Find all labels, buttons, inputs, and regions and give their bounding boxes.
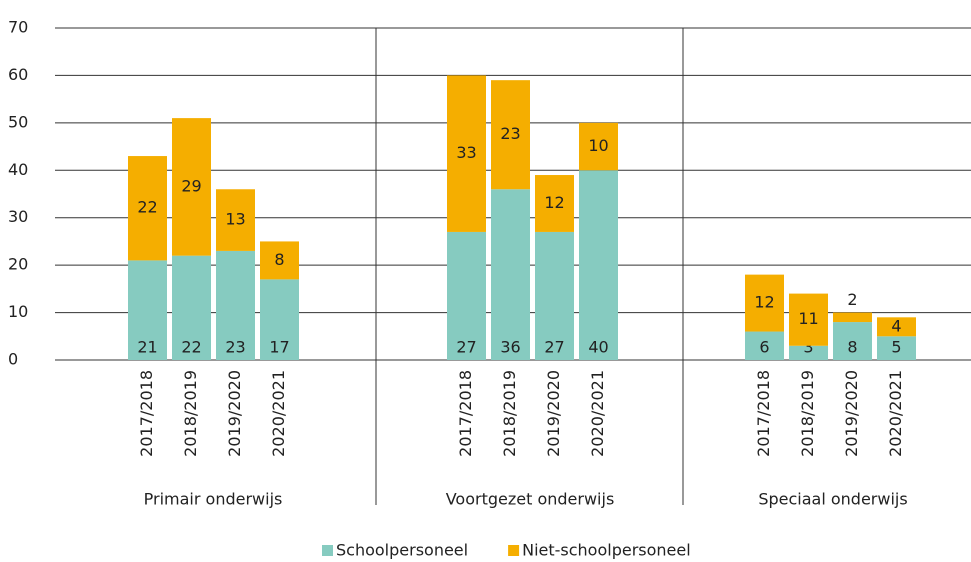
bar-segment <box>172 255 211 360</box>
x-tick-label: 2018/2019 <box>798 370 817 457</box>
bar-segment <box>789 293 828 346</box>
bar-segment <box>491 80 530 190</box>
x-tick-label: 2020/2021 <box>269 370 288 457</box>
y-tick-label: 50 <box>8 112 28 131</box>
data-label: 23 <box>225 338 245 357</box>
legend-swatch <box>508 545 520 556</box>
x-tick-label: 2019/2020 <box>842 370 861 457</box>
group-label: Voortgezet onderwijs <box>446 490 615 509</box>
bar-segment <box>745 331 784 360</box>
data-label: 10 <box>588 136 608 155</box>
data-label: 33 <box>456 143 476 162</box>
bar-segment <box>833 312 872 323</box>
x-tick-label: 2020/2021 <box>886 370 905 457</box>
bar-segment <box>579 170 618 360</box>
bar-segment <box>579 122 618 171</box>
y-tick-label: 60 <box>8 65 28 84</box>
data-label: 27 <box>456 338 476 357</box>
y-tick-label: 30 <box>8 207 28 226</box>
y-tick-label: 0 <box>8 350 18 369</box>
bar-segment <box>260 241 299 280</box>
x-tick-label: 2017/2018 <box>456 370 475 457</box>
bar-segment <box>745 274 784 332</box>
y-tick-label: 10 <box>8 302 28 321</box>
x-tick-label: 2018/2019 <box>500 370 519 457</box>
data-label: 2 <box>847 290 857 309</box>
data-label: 12 <box>544 193 564 212</box>
data-label: 29 <box>181 176 201 195</box>
legend-label: Schoolpersoneel <box>336 541 468 560</box>
data-label: 23 <box>500 124 520 143</box>
data-label: 12 <box>754 293 774 312</box>
bar-segment <box>260 279 299 360</box>
group-label: Speciaal onderwijs <box>758 490 907 509</box>
bar-segment <box>172 118 211 256</box>
bar-segment <box>128 260 167 360</box>
data-label: 22 <box>137 198 157 217</box>
data-label: 21 <box>137 338 157 357</box>
data-label: 27 <box>544 338 564 357</box>
bar-segment <box>789 345 828 360</box>
bar-segment <box>216 250 255 360</box>
x-tick-label: 2017/2018 <box>754 370 773 457</box>
bar-segment <box>216 189 255 251</box>
data-label: 17 <box>269 338 289 357</box>
x-tick-label: 2020/2021 <box>588 370 607 457</box>
group-label: Primair onderwijs <box>144 490 283 509</box>
x-tick-label: 2017/2018 <box>137 370 156 457</box>
bar-segment <box>877 317 916 337</box>
data-label: 11 <box>798 309 818 328</box>
y-tick-label: 20 <box>8 255 28 274</box>
data-label: 13 <box>225 210 245 229</box>
data-label: 36 <box>500 338 520 357</box>
x-tick-label: 2019/2020 <box>544 370 563 457</box>
legend-label: Niet-schoolpersoneel <box>522 541 691 560</box>
legend-swatch <box>322 545 333 556</box>
data-label: 4 <box>891 316 901 335</box>
data-label: 22 <box>181 338 201 357</box>
data-label: 6 <box>759 338 769 357</box>
bar-segment <box>491 189 530 360</box>
data-label: 8 <box>274 250 284 269</box>
data-label: 8 <box>847 338 857 357</box>
bar-segment <box>877 336 916 360</box>
y-tick-label: 40 <box>8 160 28 179</box>
data-label: 5 <box>891 338 901 357</box>
bar-segment <box>833 322 872 360</box>
bar-segment <box>447 75 486 232</box>
bar-segment <box>128 156 167 261</box>
data-label: 3 <box>803 338 813 357</box>
x-tick-label: 2019/2020 <box>225 370 244 457</box>
bar-segment <box>535 175 574 232</box>
data-label: 40 <box>588 338 608 357</box>
bar-segment <box>447 231 486 360</box>
y-tick-label: 70 <box>8 18 28 37</box>
x-tick-label: 2018/2019 <box>181 370 200 457</box>
bar-segment <box>535 231 574 360</box>
